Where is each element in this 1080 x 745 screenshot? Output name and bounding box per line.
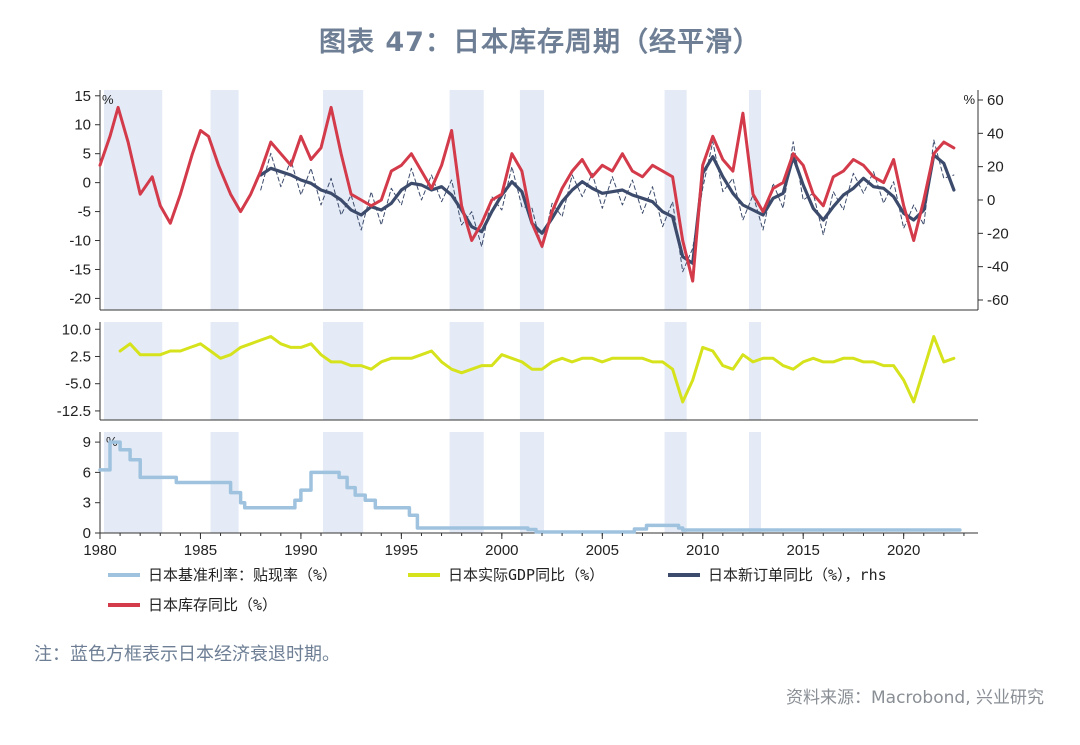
legend-item-rate: 日本基准利率：贴现率（%） bbox=[108, 564, 337, 585]
legend-label-inventory: 日本库存同比（%） bbox=[148, 596, 278, 614]
recession-band-mid-1 bbox=[210, 322, 239, 420]
legend-label-orders: 日本新订单同比（%），rhs bbox=[708, 566, 887, 584]
source-note: 资料来源：Macrobond, 兴业研究 bbox=[785, 688, 1044, 708]
tick-label-right-top--60: -60 bbox=[987, 292, 1009, 309]
legend-item-orders: 日本新订单同比（%），rhs bbox=[668, 564, 887, 585]
tick-label-right-top-0: 0 bbox=[987, 192, 995, 209]
recession-band-mid-4 bbox=[519, 322, 545, 420]
recession-band-bot-0 bbox=[104, 432, 163, 533]
tick-label-left-top--5: -5 bbox=[78, 204, 91, 221]
tick-label-left-top--15: -15 bbox=[69, 261, 91, 278]
legend-item-gdp: 日本实际GDP同比（%） bbox=[408, 564, 604, 585]
unit-right-top: % bbox=[963, 92, 975, 107]
tick-label-right-top-40: 40 bbox=[987, 125, 1004, 142]
tick-label-x-2020: 2020 bbox=[887, 542, 920, 559]
recession-band-bot-4 bbox=[519, 432, 545, 533]
legend-swatch-rate bbox=[108, 572, 140, 577]
tick-label-x-2000: 2000 bbox=[485, 542, 518, 559]
rate-line bbox=[98, 440, 962, 534]
legend-label-gdp: 日本实际GDP同比（%） bbox=[448, 566, 605, 584]
tick-label-x-2005: 2005 bbox=[586, 542, 619, 559]
chart-title: 图表 47：日本库存周期（经平滑） bbox=[319, 27, 761, 58]
tick-label-left-top-10: 10 bbox=[74, 117, 91, 134]
tick-label-left-top-5: 5 bbox=[83, 146, 91, 163]
tick-label-left-top-0: 0 bbox=[83, 175, 91, 192]
tick-label-bot-0: 0 bbox=[83, 525, 91, 542]
tick-label-x-1990: 1990 bbox=[284, 542, 317, 559]
tick-label-bot-3: 3 bbox=[83, 495, 91, 512]
inventory-line bbox=[98, 105, 956, 283]
tick-label-left-top--20: -20 bbox=[69, 290, 91, 307]
orders-line bbox=[259, 153, 956, 265]
tick-label-x-1985: 1985 bbox=[184, 542, 217, 559]
unit-left-top: % bbox=[102, 92, 114, 107]
recession-band-bot-3 bbox=[449, 432, 484, 533]
footnote: 注：蓝色方框表示日本经济衰退时期。 bbox=[34, 644, 340, 665]
tick-label-right-top--20: -20 bbox=[987, 225, 1009, 242]
legend-item-inventory: 日本库存同比（%） bbox=[108, 594, 277, 615]
tick-label-bot-9: 9 bbox=[83, 434, 91, 451]
tick-label-left-top-15: 15 bbox=[74, 88, 91, 105]
tick-label-right-top-60: 60 bbox=[987, 92, 1004, 109]
legend-label-rate: 日本基准利率：贴现率（%） bbox=[148, 566, 338, 584]
recession-band-mid-0 bbox=[104, 322, 163, 420]
recession-band-mid-2 bbox=[323, 322, 364, 420]
tick-label-mid-2.5: 2.5 bbox=[70, 348, 91, 365]
tick-label-bot-6: 6 bbox=[83, 464, 91, 481]
tick-label-mid-10: 10.0 bbox=[62, 321, 91, 338]
recession-band-bot-5 bbox=[664, 432, 687, 533]
gdp-line bbox=[118, 335, 956, 404]
tick-label-x-1980: 1980 bbox=[83, 542, 116, 559]
tick-label-mid--12.5: -12.5 bbox=[57, 403, 91, 420]
tick-label-x-2015: 2015 bbox=[787, 542, 820, 559]
tick-label-x-1995: 1995 bbox=[385, 542, 418, 559]
orders-raw-line bbox=[260, 139, 955, 273]
legend-swatch-gdp bbox=[408, 572, 440, 577]
legend-swatch-orders bbox=[668, 572, 700, 577]
recession-band-mid-5 bbox=[664, 322, 687, 420]
tick-label-right-top--40: -40 bbox=[987, 259, 1009, 276]
tick-label-right-top-20: 20 bbox=[987, 159, 1004, 176]
recession-band-bot-2 bbox=[323, 432, 364, 533]
tick-label-left-top--10: -10 bbox=[69, 233, 91, 250]
legend-swatch-inventory bbox=[108, 602, 140, 607]
tick-label-mid--5: -5.0 bbox=[65, 376, 91, 393]
tick-label-x-2010: 2010 bbox=[686, 542, 719, 559]
recession-band-bot-6 bbox=[748, 432, 762, 533]
recession-band-mid-6 bbox=[748, 322, 762, 420]
